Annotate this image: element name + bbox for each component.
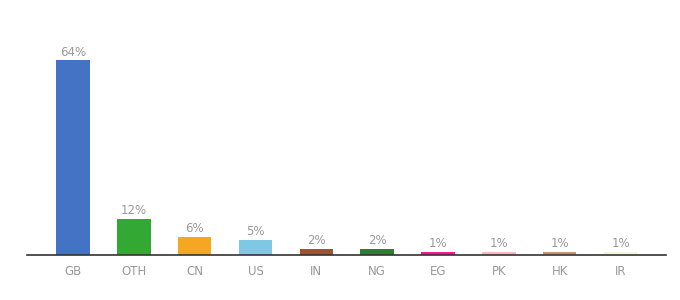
Bar [239, 240, 272, 255]
Bar [543, 252, 577, 255]
Bar [422, 252, 455, 255]
Text: 64%: 64% [60, 46, 86, 59]
Text: 12%: 12% [121, 204, 147, 217]
Text: 1%: 1% [429, 237, 447, 250]
Bar [300, 249, 333, 255]
Bar [117, 218, 150, 255]
Bar [482, 252, 515, 255]
Text: 5%: 5% [246, 225, 265, 238]
Text: 2%: 2% [368, 234, 386, 247]
Text: 1%: 1% [490, 237, 508, 250]
Bar [56, 60, 90, 255]
Text: 6%: 6% [186, 222, 204, 235]
Text: 1%: 1% [611, 237, 630, 250]
Text: 1%: 1% [550, 237, 569, 250]
Bar [604, 252, 637, 255]
Text: 2%: 2% [307, 234, 326, 247]
Bar [360, 249, 394, 255]
Bar [178, 237, 211, 255]
